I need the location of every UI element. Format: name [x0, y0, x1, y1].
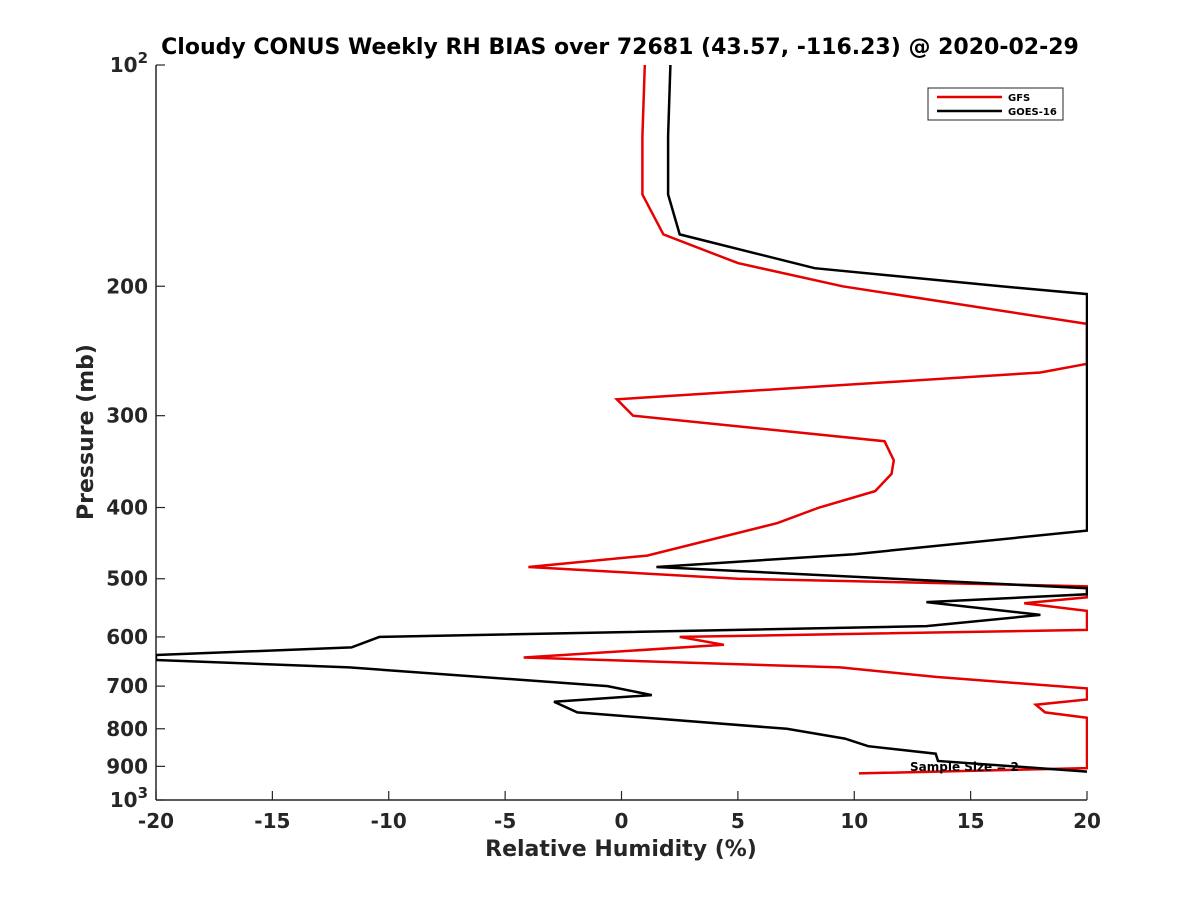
y-tick-label: 700	[106, 674, 148, 698]
legend: GFS GOES-16	[927, 87, 1064, 121]
y-axis-label: Pressure (mb)	[74, 344, 99, 520]
y-tick-exponent: 3	[138, 784, 148, 802]
x-tick-label: 5	[731, 809, 745, 833]
legend-label-goes16: GOES-16	[1008, 107, 1057, 118]
y-tick-base: 10	[110, 788, 138, 812]
sample-size-annotation: Sample Size = 2	[910, 760, 1019, 774]
x-tick-label: 20	[1073, 809, 1101, 833]
chart-title: Cloudy CONUS Weekly RH BIAS over 72681 (…	[161, 35, 1079, 60]
legend-label-gfs: GFS	[1008, 93, 1030, 104]
y-tick-exponent: 2	[138, 49, 148, 67]
x-axis-label: Relative Humidity (%)	[485, 837, 757, 862]
y-tick-label: 500	[106, 567, 148, 591]
series-line-gfs	[523, 64, 1088, 775]
y-tick-label: 600	[106, 625, 148, 649]
series-line-goes16	[156, 64, 1088, 773]
x-tick-label: 0	[615, 809, 629, 833]
y-tick-base: 10	[110, 53, 138, 77]
y-tick-label: 200	[106, 274, 148, 298]
y-tick-label: 102	[110, 49, 148, 77]
x-tick-label: 15	[957, 809, 985, 833]
y-tick-label: 300	[106, 404, 148, 428]
x-tick-label: 10	[840, 809, 868, 833]
x-tick-label: -10	[371, 809, 407, 833]
series-layer	[156, 64, 1088, 775]
y-tick-label: 103	[110, 784, 148, 812]
legend-box	[927, 87, 1064, 121]
x-tick-label: -5	[494, 809, 516, 833]
x-tick-label: -15	[254, 809, 290, 833]
x-ticks: -20 -15 -10 -5 0 5 10 15 20	[138, 791, 1101, 833]
x-tick-label: -20	[138, 809, 174, 833]
y-tick-label: 800	[106, 717, 148, 741]
y-tick-label: 400	[106, 496, 148, 520]
y-tick-label: 900	[106, 754, 148, 778]
